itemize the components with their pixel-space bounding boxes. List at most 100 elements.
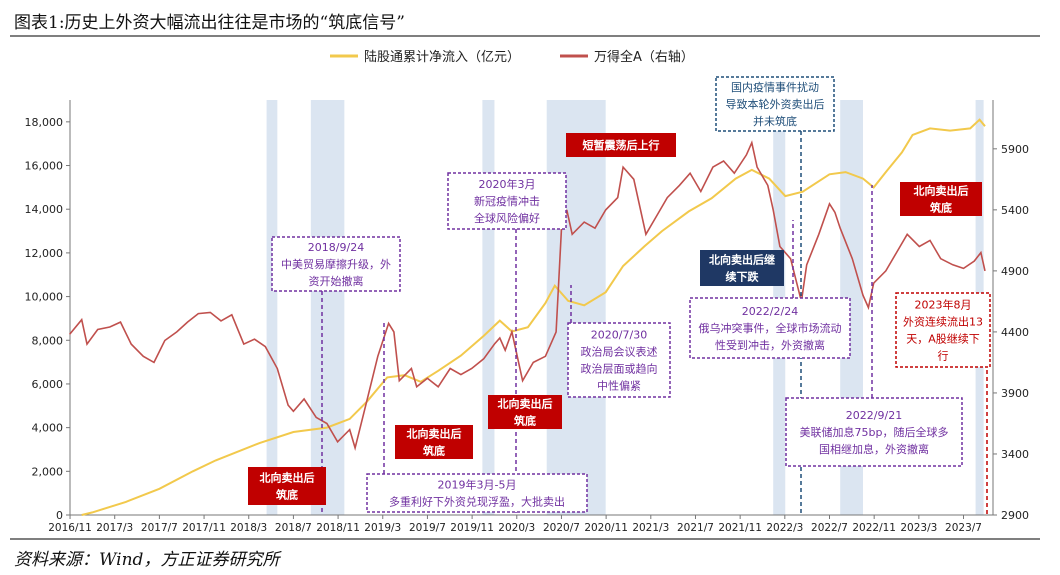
- right-tick-label: 4900: [1001, 265, 1029, 278]
- left-tick-label: 4,000: [32, 422, 64, 435]
- annotation-text: 2022/2/24: [742, 305, 798, 318]
- annotation-text: 2022/9/21: [846, 409, 902, 422]
- annotation-box: [895, 292, 991, 368]
- x-tick-label: 2018/11: [316, 522, 360, 534]
- x-tick-label: 2019/11: [450, 522, 494, 534]
- x-tick-label: 2020/3: [498, 522, 535, 534]
- x-tick-label: 2021/7: [677, 522, 714, 534]
- x-tick-label: 2022/7: [811, 522, 848, 534]
- x-tick-label: 2019/7: [409, 522, 446, 534]
- annotation-text: 外资连续流出13: [903, 315, 983, 329]
- x-tick-label: 2023/3: [900, 522, 937, 534]
- annotation-box: [248, 467, 326, 505]
- right-tick-label: 4400: [1001, 326, 1029, 339]
- left-tick-label: 18,000: [25, 116, 64, 129]
- x-tick-label: 2020/11: [584, 522, 628, 534]
- chart-title: 图表1:历史上外资大幅流出往往是市场的“筑底信号”: [14, 13, 405, 33]
- annotation-text: 中美贸易摩擦升级，外: [281, 257, 391, 271]
- right-tick-label: 2900: [1001, 509, 1029, 522]
- annotation-text: 筑底: [514, 414, 536, 428]
- x-tick-label: 2021/3: [632, 522, 669, 534]
- left-tick-label: 16,000: [25, 160, 64, 173]
- annotation-text: 2018/9/24: [308, 241, 364, 254]
- annotation-box: [366, 473, 588, 513]
- shaded-period-3: [546, 100, 606, 515]
- x-tick-label: 2018/7: [275, 522, 312, 534]
- right-tick-label: 3900: [1001, 387, 1029, 400]
- annotation-text: 筑底: [930, 201, 952, 215]
- annotation-text: 筑底: [276, 488, 298, 502]
- annotation-box: [271, 236, 401, 292]
- annotation-text: 俄乌冲突事件，全球市场流动: [699, 321, 842, 335]
- annotation-text: 北向卖出后继: [709, 253, 775, 267]
- annotation-box: [488, 395, 562, 429]
- left-tick-label: 6,000: [32, 378, 64, 391]
- annotation-text: 新冠疫情冲击: [474, 194, 540, 208]
- annotation-text: 美联储加息75bp，随后全球多: [800, 425, 949, 439]
- annotation-text: 2023年8月: [915, 298, 972, 312]
- left-tick-label: 10,000: [25, 291, 64, 304]
- legend-label-northbound: 陆股通累计净流入（亿元）: [364, 49, 520, 65]
- annotation-text: 续下跌: [726, 270, 760, 284]
- annotation-text: 短暂震荡后上行: [583, 138, 660, 152]
- annotation-a-2020-up: 短暂震荡后上行: [566, 133, 676, 157]
- title-divider: [10, 35, 1040, 37]
- annotation-text: 资开始撤离: [309, 274, 364, 288]
- annotation-text: 2019年3月-5月: [438, 478, 517, 492]
- annotation-text: 性受到冲击，外资撤离: [715, 338, 825, 352]
- right-tick-label: 5900: [1001, 143, 1029, 156]
- x-tick-label: 2022/11: [852, 522, 896, 534]
- annotation-box: [447, 172, 567, 230]
- annotation-box: [566, 133, 676, 157]
- left-tick-label: 2,000: [32, 465, 64, 478]
- annotation-box: [700, 250, 784, 286]
- annotation-box: [715, 76, 835, 132]
- footer-divider: [10, 538, 1040, 540]
- x-tick-label: 2022/3: [766, 522, 803, 534]
- x-tick-label: 2021/11: [718, 522, 762, 534]
- annotation-text: 北向卖出后: [260, 471, 315, 485]
- wind-all-a-line: [68, 140, 986, 451]
- legend-label-wind-a: 万得全A（右轴）: [594, 49, 694, 65]
- annotation-text: 北向卖出后: [407, 427, 462, 441]
- annotation-text: 2020/7/30: [591, 329, 647, 342]
- annotation-text: 国相继加息，外资撤离: [819, 442, 929, 456]
- x-tick-label: 2023/7: [945, 522, 982, 534]
- annotation-text: 多重利好下外资兑现浮盈，大批卖出: [389, 495, 565, 509]
- x-tick-label: 2017/3: [96, 522, 133, 534]
- annotation-text: 并未筑底: [753, 114, 797, 128]
- x-tick-label: 2017/7: [141, 522, 178, 534]
- left-tick-label: 14,000: [25, 203, 64, 216]
- annotation-text: 天，A股继续下: [906, 332, 980, 346]
- shaded-period-1: [310, 100, 345, 515]
- source-note: 资料来源：Wind，方正证券研究所: [14, 550, 280, 570]
- annotation-box: [785, 397, 963, 467]
- x-tick-label: 2019/3: [364, 522, 401, 534]
- annotation-box: [689, 297, 851, 359]
- x-tick-label: 2018/3: [230, 522, 267, 534]
- shaded-period-0: [266, 100, 278, 515]
- x-tick-label: 2017/11: [182, 522, 226, 534]
- annotation-box: [900, 182, 982, 216]
- northbound-cumulative-line: [81, 118, 986, 516]
- annotation-text: 行: [938, 350, 949, 363]
- annotation-text: 全球风险偏好: [474, 211, 540, 225]
- annotation-text: 政治局会议表述: [581, 345, 658, 359]
- annotation-box: [567, 322, 671, 398]
- annotation-text: 导致本轮外资卖出后: [726, 97, 825, 111]
- annotation-text: 中性偏紧: [597, 379, 641, 393]
- left-tick-label: 0: [56, 509, 63, 522]
- annotation-text: 2020年3月: [479, 177, 536, 191]
